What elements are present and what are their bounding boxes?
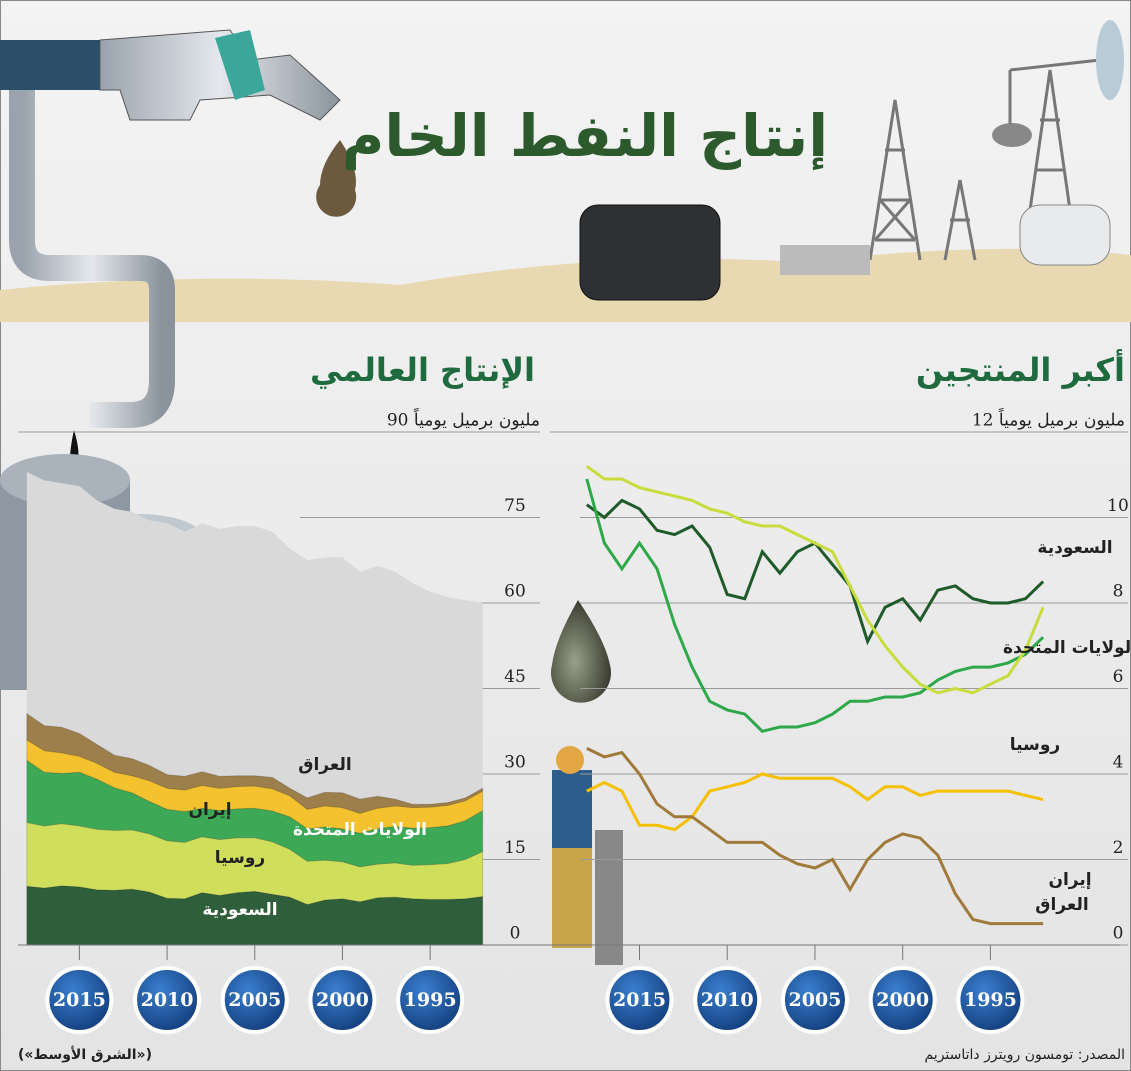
series-label: العراق <box>298 755 351 775</box>
y-tick-label: 2 <box>1113 838 1124 858</box>
x-tick-label: 2000 <box>876 989 929 1011</box>
y-tick-label: 8 <box>1113 582 1124 602</box>
y-tick-label: 10 <box>1107 496 1129 516</box>
y-tick-label: 45 <box>504 667 526 687</box>
series-label: السعودية <box>202 900 277 920</box>
page-title: إنتاج النفط الخام <box>342 102 828 171</box>
x-tick-label: 2015 <box>613 989 666 1011</box>
y-tick-label: 30 <box>504 753 526 773</box>
series-label: إيران <box>1048 870 1091 890</box>
series-label: الولايات المتحدة <box>1003 638 1131 658</box>
y-tick-label: 90 مليون برميل يومياً <box>387 407 540 431</box>
y-tick-label: 4 <box>1113 753 1124 773</box>
x-tick-label: 2010 <box>141 989 194 1011</box>
x-tick-label: 2010 <box>701 989 754 1011</box>
series-label: إيران <box>188 800 231 820</box>
series-label: الولايات المتحدة <box>293 820 427 840</box>
x-tick-label: 2005 <box>228 989 281 1011</box>
credit: («الشرق الأوسط») <box>18 1046 152 1063</box>
y-tick-label: 60 <box>504 582 526 602</box>
y-tick-label: 6 <box>1113 667 1124 687</box>
y-tick-label: 12 مليون برميل يومياً <box>972 407 1125 431</box>
hose <box>0 40 100 90</box>
black-barrel <box>580 205 720 300</box>
y-tick-label: 0 <box>1113 924 1124 944</box>
pump-head <box>1096 20 1124 100</box>
white-barrel <box>1020 205 1110 265</box>
chart-title: أكبر المنتجين <box>916 349 1125 389</box>
source: المصدر: تومسون رويترز داتاستريم <box>924 1047 1125 1063</box>
x-tick-label: 1995 <box>964 989 1017 1011</box>
y-tick-label: 75 <box>504 496 526 516</box>
series-label: روسيا <box>1010 735 1060 755</box>
series-label: العراق <box>1035 895 1088 915</box>
pump-weight <box>992 123 1032 147</box>
y-tick-label: 15 <box>504 838 526 858</box>
x-tick-label: 2000 <box>316 989 369 1011</box>
x-tick-label: 1995 <box>404 989 457 1011</box>
x-tick-label: 2015 <box>53 989 106 1011</box>
y-tick-label: 0 <box>510 924 521 944</box>
infographic: إنتاج النفط الخام الإنتاج العالمي 0 15 30 45… <box>0 0 1131 1071</box>
series-label: روسيا <box>215 848 265 868</box>
building <box>780 245 870 275</box>
x-tick-label: 2005 <box>789 989 842 1011</box>
series-label: السعودية <box>1037 538 1112 558</box>
chart-title: الإنتاج العالمي <box>310 351 535 389</box>
